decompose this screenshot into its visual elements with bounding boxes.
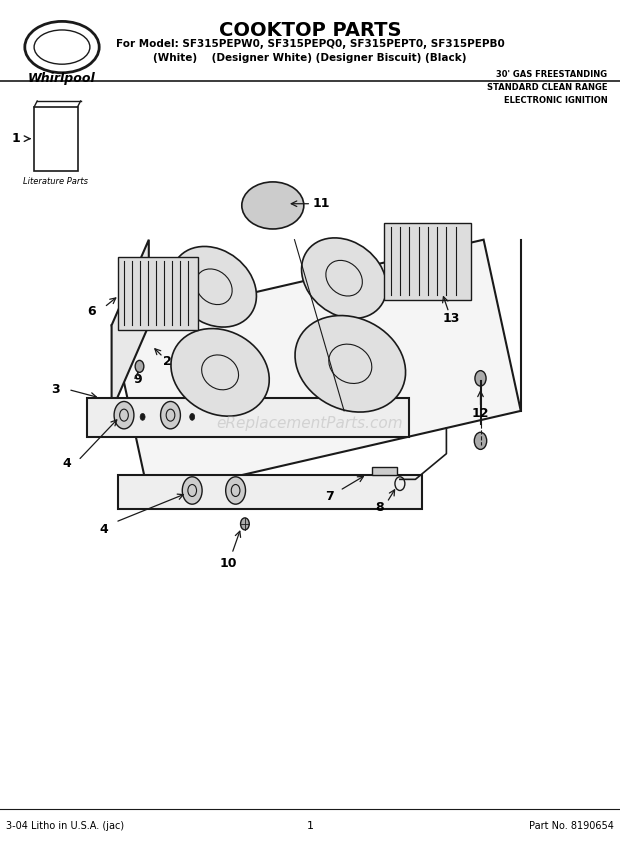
Text: 12: 12 bbox=[472, 407, 489, 420]
Text: 10: 10 bbox=[219, 556, 237, 570]
Text: 1: 1 bbox=[12, 132, 20, 146]
Text: ELECTRONIC IGNITION: ELECTRONIC IGNITION bbox=[504, 96, 608, 105]
Polygon shape bbox=[118, 475, 422, 509]
Circle shape bbox=[182, 477, 202, 504]
Circle shape bbox=[114, 401, 134, 429]
Circle shape bbox=[140, 413, 145, 420]
FancyBboxPatch shape bbox=[384, 223, 471, 300]
Text: Whirlpool: Whirlpool bbox=[28, 72, 96, 85]
Text: (White)    (Designer White) (Designer Biscuit) (Black): (White) (Designer White) (Designer Biscu… bbox=[153, 53, 467, 63]
Text: 13: 13 bbox=[443, 312, 460, 325]
Polygon shape bbox=[87, 398, 409, 437]
Polygon shape bbox=[112, 240, 149, 411]
Circle shape bbox=[475, 371, 486, 386]
Ellipse shape bbox=[171, 329, 269, 416]
Circle shape bbox=[135, 360, 144, 372]
Text: 1: 1 bbox=[306, 821, 314, 831]
Text: 30' GAS FREESTANDING: 30' GAS FREESTANDING bbox=[497, 70, 608, 80]
Ellipse shape bbox=[171, 247, 257, 327]
Circle shape bbox=[474, 432, 487, 449]
Text: 3-04 Litho in U.S.A. (jac): 3-04 Litho in U.S.A. (jac) bbox=[6, 821, 125, 831]
Text: eReplacementParts.com: eReplacementParts.com bbox=[216, 416, 404, 431]
Text: 7: 7 bbox=[326, 490, 334, 503]
Ellipse shape bbox=[295, 316, 405, 412]
Text: 4: 4 bbox=[100, 522, 108, 536]
Circle shape bbox=[241, 518, 249, 530]
Text: 11: 11 bbox=[312, 197, 330, 211]
Text: 6: 6 bbox=[87, 305, 96, 318]
Circle shape bbox=[190, 413, 195, 420]
Ellipse shape bbox=[301, 238, 387, 318]
Polygon shape bbox=[112, 240, 521, 496]
Text: Literature Parts: Literature Parts bbox=[24, 177, 88, 187]
Text: Part No. 8190654: Part No. 8190654 bbox=[529, 821, 614, 831]
Bar bbox=[118, 257, 198, 330]
Polygon shape bbox=[372, 467, 397, 475]
Text: 3: 3 bbox=[51, 383, 60, 396]
Text: COOKTOP PARTS: COOKTOP PARTS bbox=[219, 21, 401, 40]
Circle shape bbox=[226, 477, 246, 504]
Text: STANDARD CLEAN RANGE: STANDARD CLEAN RANGE bbox=[487, 83, 608, 92]
Text: 4: 4 bbox=[63, 457, 71, 471]
Circle shape bbox=[161, 401, 180, 429]
Text: 2: 2 bbox=[163, 354, 172, 368]
Ellipse shape bbox=[242, 182, 304, 229]
Text: 9: 9 bbox=[133, 372, 142, 386]
Text: For Model: SF315PEPW0, SF315PEPQ0, SF315PEPT0, SF315PEPB0: For Model: SF315PEPW0, SF315PEPQ0, SF315… bbox=[115, 39, 505, 49]
Text: 8: 8 bbox=[375, 501, 384, 514]
